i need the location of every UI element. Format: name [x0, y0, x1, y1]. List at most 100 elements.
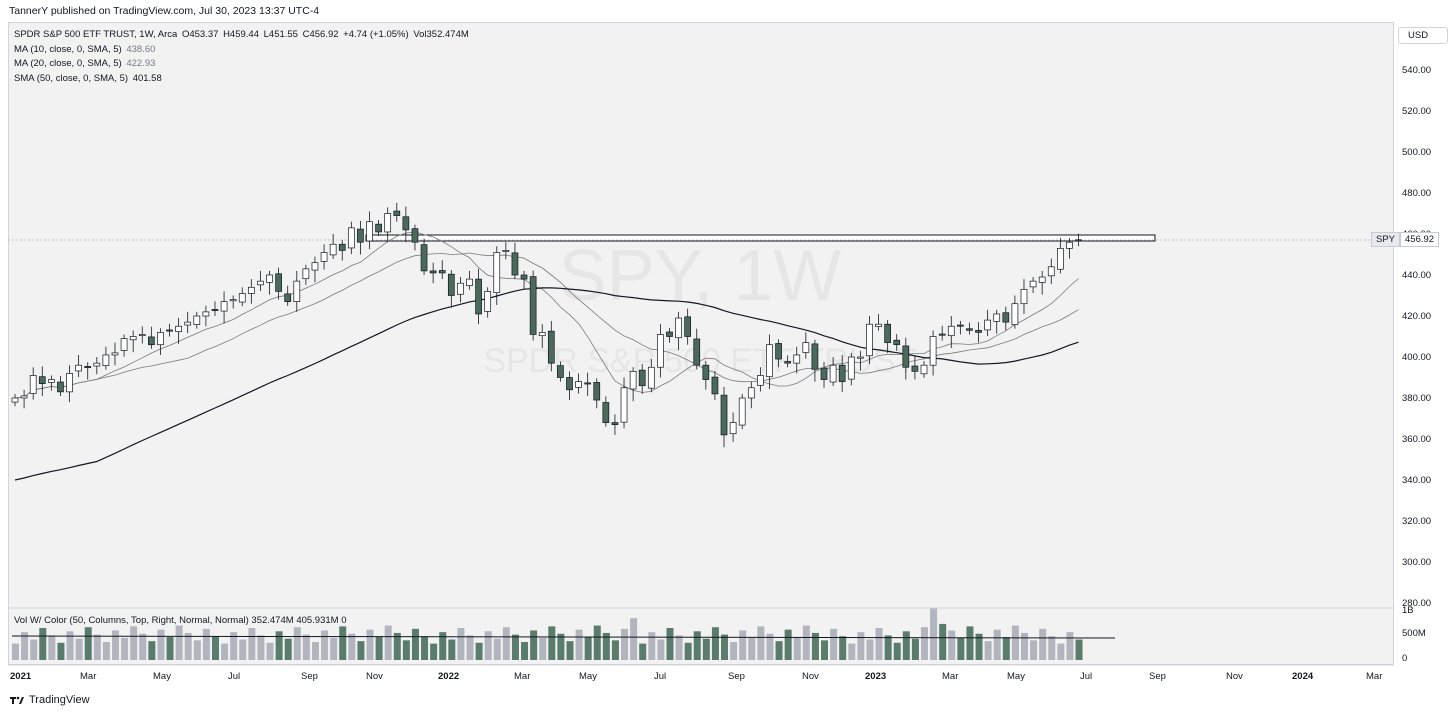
volume-bar [893, 642, 901, 660]
candle-body [566, 377, 573, 391]
volume-bar [1011, 625, 1019, 660]
candle-body [547, 330, 555, 364]
candle-body [911, 365, 919, 372]
candle-body [966, 328, 973, 331]
volume-bar [766, 633, 774, 660]
volume-bar [657, 639, 665, 660]
candle-body [647, 366, 655, 389]
candle-body [884, 323, 891, 344]
candle-body [711, 376, 719, 395]
candle-body [520, 274, 528, 280]
ma20-line [14, 252, 1079, 399]
candle-body [629, 371, 637, 390]
candle-body [247, 286, 255, 294]
candle-body [538, 332, 546, 337]
volume-bar [48, 635, 56, 660]
candle-body [475, 278, 482, 315]
volume-bar [430, 643, 438, 660]
candle-body [129, 336, 137, 341]
chart-pane[interactable] [8, 22, 1394, 665]
volume-bar [830, 628, 838, 660]
volume-bar [848, 643, 856, 660]
candle-body [747, 387, 755, 399]
volume-bar [1039, 628, 1047, 660]
candle-body [229, 299, 237, 302]
volume-bar [702, 638, 710, 660]
legend-ma20-row[interactable]: MA (20, close, 0, SMA, 5) 422.93 [14, 57, 471, 72]
candle-body [557, 365, 564, 378]
legend-symbol-row: SPDR S&P 500 ETF TRUST, 1W, Arca O453.37… [14, 28, 471, 43]
time-axis-label: Mar [942, 671, 958, 682]
tradingview-logo[interactable]: TradingView [10, 694, 90, 706]
candle-body [984, 319, 991, 331]
price-tag-value: 456.92 [1400, 232, 1440, 247]
volume-bar [739, 630, 747, 660]
candle-body [1038, 276, 1046, 283]
candle-body [729, 422, 737, 435]
volume-bar [630, 618, 638, 660]
legend-sma50-row[interactable]: SMA (50, close, 0, SMA, 5) 401.58 [14, 72, 471, 87]
price-axis-label: 440.00 [1402, 270, 1431, 281]
candle-body [257, 280, 264, 286]
volume-legend-v3: 0 [341, 615, 347, 626]
volume-bar [1020, 632, 1028, 660]
ma20-value: 422.93 [126, 58, 156, 69]
candle-body [857, 356, 864, 359]
price-axis-label: 320.00 [1402, 516, 1431, 527]
volume-legend[interactable]: Vol W/ Color (50, Columns, Top, Right, N… [14, 615, 347, 626]
candle-body [738, 397, 746, 426]
price-axis-label: 420.00 [1402, 311, 1431, 322]
time-axis[interactable]: 2021 Mar May Jul Sep Nov 2022 Mar May Jul Sep Nov 20… [10, 671, 1382, 682]
volume-bar [230, 632, 238, 660]
volume-bar [202, 628, 210, 660]
volume-bar [1030, 640, 1038, 660]
volume-bar [384, 625, 392, 660]
candle-body [1029, 280, 1037, 288]
volume-bar [248, 628, 256, 660]
candle-body [29, 375, 37, 394]
volume-bar [102, 641, 110, 660]
volume-bar [730, 641, 738, 660]
candle-body [720, 394, 728, 436]
candle-body [266, 274, 273, 283]
candle-body [893, 339, 901, 346]
time-axis-label: Nov [1226, 671, 1243, 682]
volume-bar [675, 635, 683, 660]
candle-body [402, 216, 410, 231]
candle-body [202, 311, 210, 317]
volume-bar [175, 625, 183, 660]
candle-body [947, 325, 955, 337]
volume-bar [330, 637, 338, 660]
legend-ma10-row[interactable]: MA (10, close, 0, SMA, 5) 438.60 [14, 43, 471, 58]
price-axis-label: 500.00 [1402, 147, 1431, 158]
sma50-value: 401.58 [132, 72, 162, 84]
candle-body [284, 293, 292, 302]
volume-bar [511, 634, 519, 660]
price-axis[interactable]: 540.00520.00500.00480.00460.00440.00420.… [1402, 65, 1431, 609]
volume-bar [611, 640, 619, 660]
volume-bar [121, 637, 129, 660]
tradingview-logo-icon [10, 696, 24, 704]
time-axis-label: Nov [366, 671, 383, 682]
volume-bar [966, 626, 974, 660]
candle-body [657, 334, 664, 368]
watermark-ticker: SPY, 1W [559, 236, 842, 316]
resistance-box[interactable] [365, 234, 1156, 242]
time-axis-label: May [153, 671, 171, 682]
volume-bar [311, 641, 319, 660]
time-axis-label: Mar [1366, 671, 1382, 682]
time-axis-label: Jul [228, 671, 240, 682]
volume-bar [911, 638, 919, 660]
volume-bar [266, 642, 274, 660]
candle-body [838, 364, 846, 382]
candle-body [466, 278, 473, 287]
volume-bar [1002, 637, 1010, 660]
volume-bar [457, 628, 465, 660]
candle-body [166, 329, 173, 332]
candle-body [757, 375, 764, 386]
currency-button[interactable]: USD [1398, 27, 1448, 44]
volume-bar [475, 642, 483, 660]
volume-bar [93, 634, 101, 660]
candle-body [48, 379, 55, 383]
